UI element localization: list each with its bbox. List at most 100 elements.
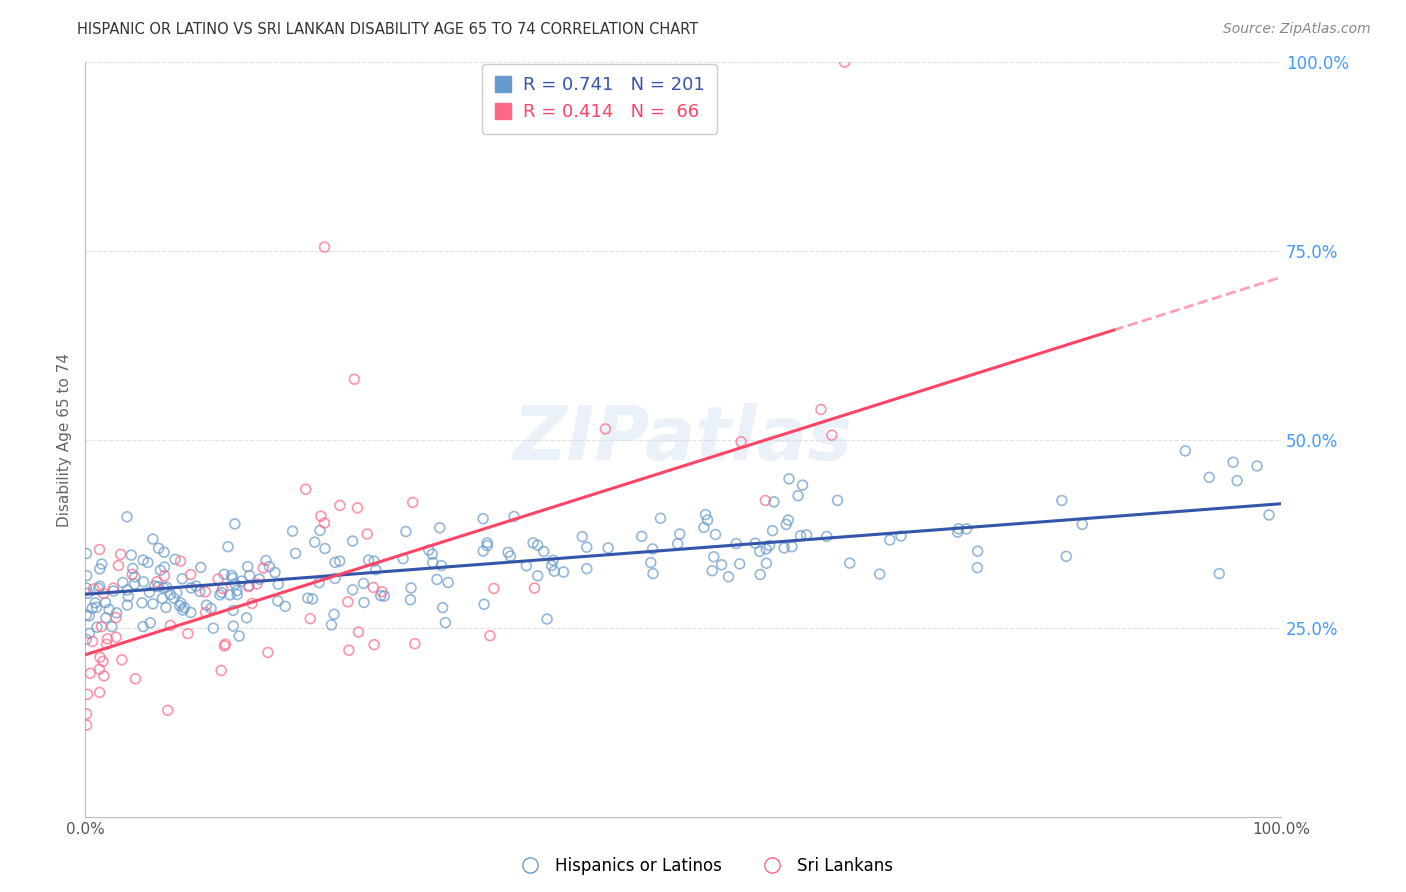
Point <box>755 541 778 556</box>
Point <box>404 637 426 651</box>
Point <box>297 591 319 606</box>
Point <box>93 669 115 683</box>
Point <box>173 600 195 615</box>
Point <box>357 553 380 567</box>
Point <box>363 554 385 568</box>
Point <box>172 572 194 586</box>
Point <box>342 534 364 549</box>
Point <box>515 558 537 573</box>
Point <box>224 516 246 531</box>
Point <box>418 543 440 558</box>
Point <box>395 524 418 539</box>
Point <box>650 511 672 525</box>
Point <box>703 549 725 564</box>
Point <box>115 509 138 524</box>
Point <box>748 544 770 558</box>
Point <box>553 565 575 579</box>
Text: Source: ZipAtlas.com: Source: ZipAtlas.com <box>1223 22 1371 37</box>
Point <box>430 558 453 573</box>
Point <box>149 563 172 577</box>
Point <box>153 581 176 595</box>
Point <box>717 570 740 584</box>
Point <box>778 472 800 486</box>
Point <box>347 625 370 640</box>
Point <box>200 601 222 615</box>
Point <box>343 372 366 386</box>
Point <box>301 591 323 606</box>
Point <box>75 581 97 595</box>
Point <box>827 493 849 508</box>
Point <box>150 591 173 606</box>
Point <box>966 560 988 574</box>
Point <box>477 536 499 550</box>
Point <box>155 580 177 594</box>
Point <box>526 538 548 552</box>
Point <box>82 601 104 615</box>
Point <box>834 55 856 70</box>
Point <box>787 489 810 503</box>
Point <box>482 582 505 596</box>
Point <box>437 575 460 590</box>
Point <box>704 527 727 541</box>
Point <box>575 540 598 554</box>
Point <box>1198 470 1220 484</box>
Point <box>773 541 796 555</box>
Point <box>180 606 202 620</box>
Point <box>254 553 277 567</box>
Point <box>163 591 186 605</box>
Point <box>132 553 155 567</box>
Point <box>284 546 307 560</box>
Point <box>274 599 297 614</box>
Point <box>79 626 101 640</box>
Point <box>749 567 772 582</box>
Point <box>228 629 250 643</box>
Point <box>209 664 232 678</box>
Point <box>432 600 454 615</box>
Point <box>821 428 844 442</box>
Point <box>496 545 519 559</box>
Point <box>321 618 343 632</box>
Point <box>221 571 243 585</box>
Point <box>725 536 748 550</box>
Point <box>571 530 593 544</box>
Point <box>402 495 425 509</box>
Point <box>1258 508 1281 522</box>
Point <box>76 568 98 582</box>
Point <box>575 561 598 575</box>
Point <box>281 524 304 538</box>
Point <box>156 703 179 717</box>
Point <box>948 522 970 536</box>
Point <box>76 718 98 732</box>
Point <box>728 557 751 571</box>
Point <box>82 634 104 648</box>
Point <box>103 584 125 599</box>
Point <box>89 562 111 576</box>
Point <box>235 611 257 625</box>
Point <box>96 637 118 651</box>
Point <box>536 612 558 626</box>
Point <box>304 535 326 549</box>
Point <box>184 579 207 593</box>
Point <box>153 545 176 559</box>
Point <box>247 572 270 586</box>
Point <box>754 493 776 508</box>
Point <box>180 567 202 582</box>
Point <box>217 540 239 554</box>
Point <box>169 554 191 568</box>
Point <box>526 568 548 582</box>
Point <box>361 581 384 595</box>
Point <box>107 558 129 573</box>
Point <box>89 579 111 593</box>
Point <box>252 561 274 575</box>
Point <box>308 575 330 590</box>
Point <box>238 579 260 593</box>
Point <box>755 556 778 570</box>
Point <box>399 592 422 607</box>
Point <box>195 598 218 612</box>
Point <box>762 495 785 509</box>
Point <box>94 596 117 610</box>
Point <box>75 607 97 622</box>
Point <box>146 574 169 589</box>
Point <box>83 582 105 596</box>
Point <box>323 555 346 569</box>
